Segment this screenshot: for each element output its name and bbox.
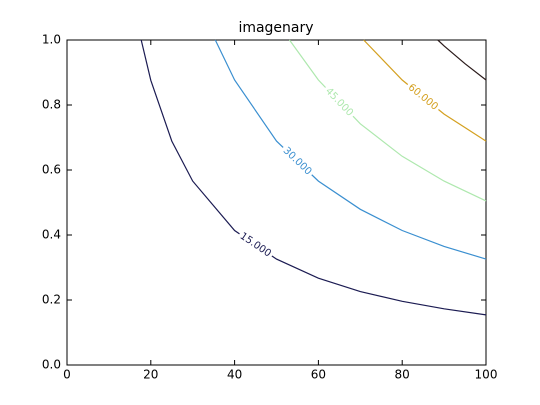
contour-line bbox=[363, 39, 487, 142]
x-tick-label: 0 bbox=[63, 368, 71, 382]
y-tick-label: 0.2 bbox=[42, 293, 61, 307]
y-tick-label: 0.8 bbox=[42, 98, 61, 112]
y-tick-label: 1.0 bbox=[42, 33, 61, 47]
contour-line bbox=[214, 39, 487, 260]
x-tick-label: 20 bbox=[143, 368, 158, 382]
y-tick-label: 0.4 bbox=[42, 228, 61, 242]
y-tick-label: 0.0 bbox=[42, 358, 61, 372]
y-tick-label: 0.6 bbox=[42, 163, 61, 177]
plot-frame bbox=[66, 39, 487, 366]
contour-line bbox=[140, 39, 487, 316]
x-tick-label: 100 bbox=[475, 368, 498, 382]
contour-line bbox=[289, 39, 487, 202]
x-tick-label: 40 bbox=[227, 368, 242, 382]
contour-line bbox=[437, 39, 487, 81]
x-tick-label: 80 bbox=[395, 368, 410, 382]
chart-title: imagenary bbox=[238, 20, 313, 36]
x-tick-label: 60 bbox=[311, 368, 326, 382]
